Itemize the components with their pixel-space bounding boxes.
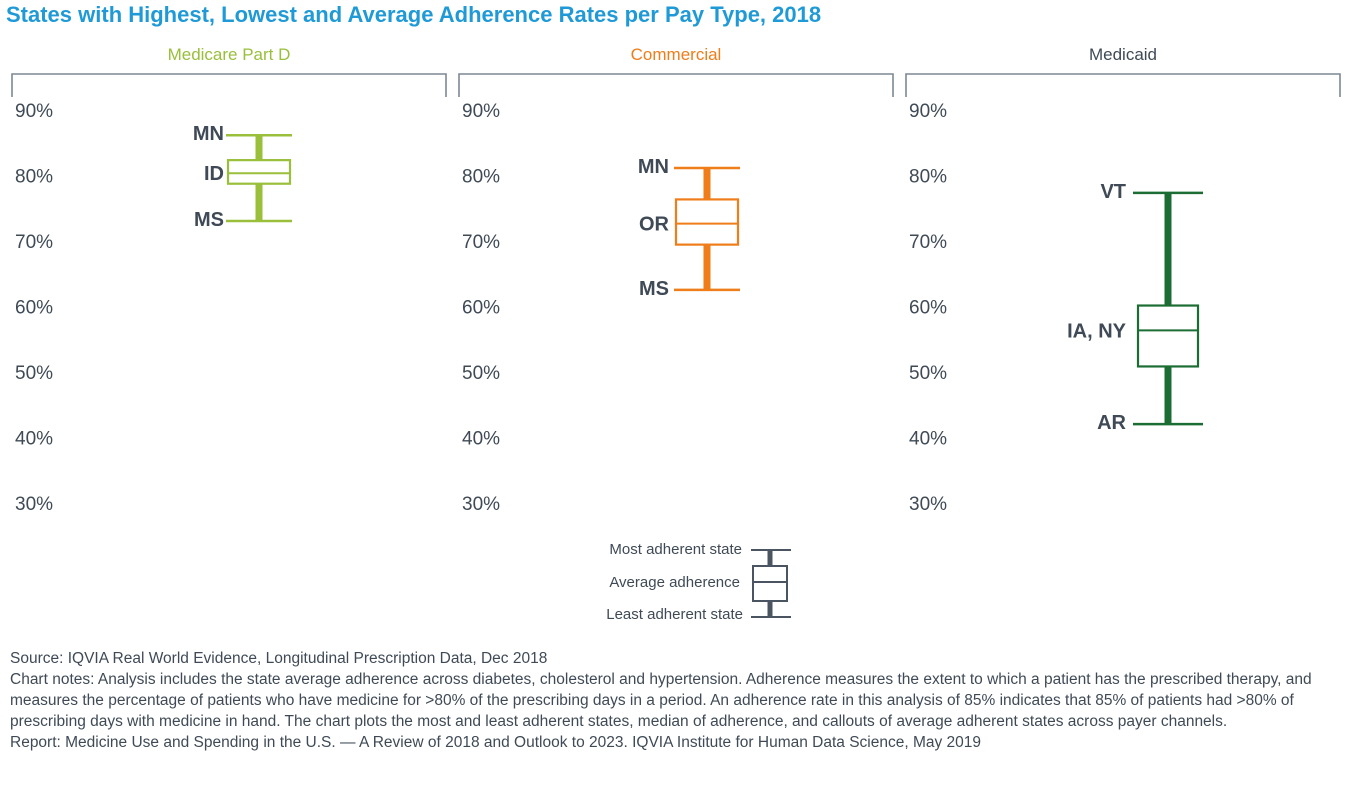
chart-title: States with Highest, Lowest and Average … (6, 2, 822, 27)
max-state-label-commercial: MN (638, 156, 669, 178)
y-tick-commercial-3: 60% (462, 298, 500, 319)
y-tick-medicaid-2: 70% (909, 232, 947, 253)
y-tick-medicare-part-d-3: 60% (15, 298, 53, 319)
y-tick-medicaid-0: 90% (909, 101, 947, 122)
panel-bracket-medicare-part-d (11, 73, 447, 97)
median-state-label-medicaid: IA, NY (1067, 320, 1127, 342)
source-note: Source: IQVIA Real World Evidence, Longi… (10, 650, 548, 667)
y-tick-medicare-part-d-2: 70% (15, 232, 53, 253)
panel-bracket-commercial (458, 73, 894, 97)
median-state-label-commercial: OR (639, 214, 670, 236)
y-tick-medicare-part-d-0: 90% (15, 101, 53, 122)
panel-title-medicaid: Medicaid (1089, 45, 1157, 64)
y-tick-medicare-part-d-1: 80% (15, 167, 53, 188)
y-tick-commercial-2: 70% (462, 232, 500, 253)
iqr-box-medicare-part-d (226, 159, 292, 185)
max-state-label-medicare-part-d: MN (193, 123, 224, 145)
min-state-label-commercial: MS (639, 278, 669, 300)
y-tick-commercial-4: 50% (462, 363, 500, 384)
max-state-label-medicaid: VT (1100, 181, 1126, 203)
legend-least-label: Least adherent state (606, 606, 743, 623)
y-tick-commercial-1: 80% (462, 167, 500, 188)
y-tick-medicare-part-d-6: 30% (15, 494, 53, 515)
legend-most-label: Most adherent state (609, 541, 742, 558)
y-tick-medicare-part-d-4: 50% (15, 363, 53, 384)
panel-title-commercial: Commercial (631, 45, 722, 64)
y-tick-medicaid-4: 50% (909, 363, 947, 384)
iqr-box-medicaid (1136, 304, 1200, 368)
median-state-label-medicare-part-d: ID (204, 163, 224, 185)
y-tick-commercial-5: 40% (462, 429, 500, 450)
y-tick-commercial-6: 30% (462, 494, 500, 515)
chart-notes-text: Chart notes: Analysis includes the state… (10, 671, 1312, 730)
panel-title-medicare-part-d: Medicare Part D (168, 45, 291, 64)
y-tick-medicaid-3: 60% (909, 298, 947, 319)
y-tick-commercial-0: 90% (462, 101, 500, 122)
iqr-box-commercial (674, 198, 740, 246)
chart-notes: Source: IQVIA Real World Evidence, Longi… (10, 648, 1345, 753)
legend-box (752, 565, 788, 602)
legend-average-label: Average adherence (609, 574, 740, 591)
min-state-label-medicare-part-d: MS (194, 209, 224, 231)
report-note: Report: Medicine Use and Spending in the… (10, 734, 982, 751)
y-tick-medicaid-5: 40% (909, 429, 947, 450)
y-tick-medicare-part-d-5: 40% (15, 429, 53, 450)
y-tick-medicaid-1: 80% (909, 167, 947, 188)
min-state-label-medicaid: AR (1097, 412, 1126, 434)
chart-area: Medicare Part D 90% 80% 70% 60% 50% 40% 30% MN ID… (11, 45, 1341, 623)
y-tick-medicaid-6: 30% (909, 494, 947, 515)
panel-bracket-medicaid (905, 73, 1341, 97)
